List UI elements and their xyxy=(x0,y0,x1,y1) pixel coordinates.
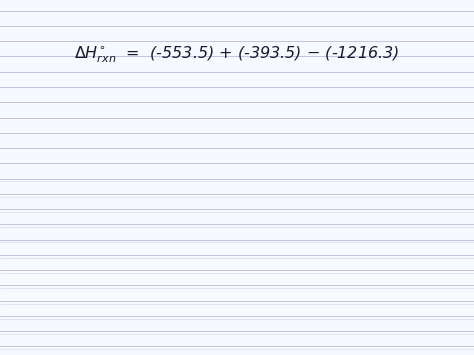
Text: $\Delta H^{\circ}_{rxn}$  =  (-553.5) + (-393.5) − (-1216.3): $\Delta H^{\circ}_{rxn}$ = (-553.5) + (-… xyxy=(74,45,400,65)
